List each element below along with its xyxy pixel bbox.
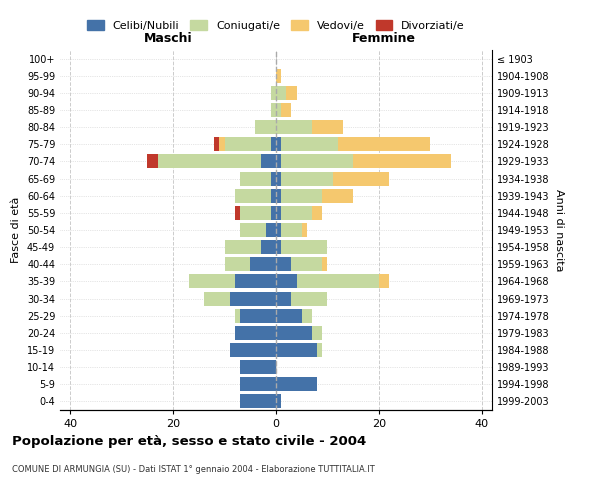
Bar [281, 206, 312, 220]
Bar [281, 138, 338, 151]
Bar [240, 223, 266, 237]
Bar [281, 240, 328, 254]
Bar [276, 120, 312, 134]
Text: Popolazione per età, sesso e stato civile - 2004: Popolazione per età, sesso e stato civil… [12, 435, 366, 448]
Bar [188, 274, 235, 288]
Bar [292, 258, 322, 272]
Bar [230, 292, 276, 306]
Bar [240, 360, 276, 374]
Bar [312, 206, 322, 220]
Bar [286, 86, 296, 100]
Text: COMUNE DI ARMUNGIA (SU) - Dati ISTAT 1° gennaio 2004 - Elaborazione TUTTITALIA.I: COMUNE DI ARMUNGIA (SU) - Dati ISTAT 1° … [12, 465, 375, 474]
Y-axis label: Anni di nascita: Anni di nascita [554, 188, 563, 271]
Bar [302, 308, 312, 322]
Bar [250, 258, 276, 272]
Bar [224, 240, 260, 254]
Bar [281, 188, 322, 202]
Bar [312, 120, 343, 134]
Bar [158, 154, 260, 168]
Bar [271, 138, 276, 151]
Bar [230, 343, 276, 357]
Bar [271, 103, 276, 117]
Bar [302, 223, 307, 237]
Bar [332, 172, 389, 185]
Bar [148, 154, 158, 168]
Bar [276, 240, 281, 254]
Bar [271, 86, 276, 100]
Bar [276, 188, 281, 202]
Bar [379, 274, 389, 288]
Bar [276, 138, 281, 151]
Bar [281, 223, 302, 237]
Bar [235, 308, 240, 322]
Bar [276, 343, 317, 357]
Bar [271, 188, 276, 202]
Bar [276, 292, 292, 306]
Bar [260, 240, 276, 254]
Bar [224, 258, 250, 272]
Bar [276, 326, 312, 340]
Bar [281, 172, 332, 185]
Bar [271, 172, 276, 185]
Bar [292, 292, 328, 306]
Bar [276, 378, 317, 392]
Bar [276, 394, 281, 408]
Bar [276, 154, 281, 168]
Bar [235, 188, 271, 202]
Bar [276, 308, 302, 322]
Bar [312, 326, 322, 340]
Bar [235, 274, 276, 288]
Bar [256, 120, 276, 134]
Bar [317, 343, 322, 357]
Bar [214, 138, 220, 151]
Bar [240, 394, 276, 408]
Bar [235, 326, 276, 340]
Bar [296, 274, 379, 288]
Bar [276, 86, 286, 100]
Bar [220, 138, 224, 151]
Bar [276, 103, 281, 117]
Legend: Celibi/Nubili, Coniugati/e, Vedovi/e, Divorziati/e: Celibi/Nubili, Coniugati/e, Vedovi/e, Di… [83, 16, 469, 35]
Bar [281, 154, 353, 168]
Bar [276, 68, 281, 82]
Bar [276, 172, 281, 185]
Bar [276, 223, 281, 237]
Bar [240, 172, 271, 185]
Bar [281, 103, 292, 117]
Bar [235, 206, 240, 220]
Bar [204, 292, 230, 306]
Bar [322, 258, 328, 272]
Bar [276, 206, 281, 220]
Bar [276, 258, 292, 272]
Y-axis label: Fasce di età: Fasce di età [11, 197, 21, 263]
Bar [271, 206, 276, 220]
Bar [240, 308, 276, 322]
Bar [240, 378, 276, 392]
Bar [266, 223, 276, 237]
Bar [260, 154, 276, 168]
Bar [276, 274, 296, 288]
Bar [240, 206, 271, 220]
Bar [338, 138, 430, 151]
Bar [224, 138, 271, 151]
Text: Femmine: Femmine [352, 32, 416, 45]
Text: Maschi: Maschi [143, 32, 193, 45]
Bar [322, 188, 353, 202]
Bar [353, 154, 451, 168]
